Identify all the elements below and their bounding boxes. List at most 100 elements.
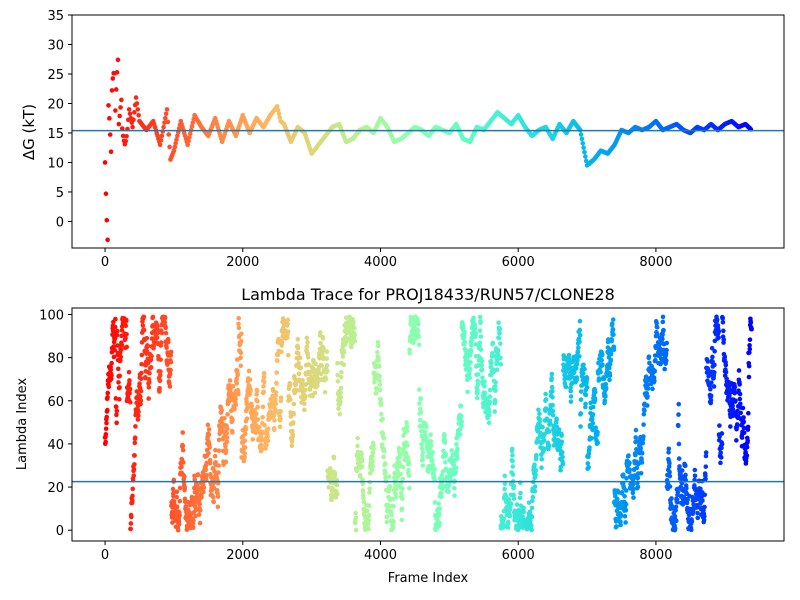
lambda-point	[673, 518, 679, 524]
lambda-point	[578, 389, 584, 394]
lambda-point	[639, 460, 645, 465]
lambda-point	[717, 423, 722, 428]
lambda-point	[610, 327, 616, 332]
lambda-point	[338, 385, 344, 391]
lambda-point	[326, 485, 332, 490]
lambda-point	[304, 344, 310, 349]
delta-g-point	[163, 115, 168, 121]
lambda-point	[577, 332, 583, 338]
lambda-point	[390, 525, 396, 530]
lambda-point	[336, 406, 341, 411]
delta-g-point	[578, 132, 584, 137]
lambda-point	[528, 518, 533, 523]
lambda-point	[630, 490, 636, 496]
lambda-point	[475, 388, 480, 393]
lambda-point	[517, 495, 523, 501]
lambda-point	[646, 354, 652, 359]
lambda-point	[119, 328, 125, 333]
lambda-point	[138, 394, 143, 399]
lambda-point	[575, 349, 581, 354]
lambda-point	[238, 363, 244, 369]
lambda-point	[139, 361, 144, 367]
lambda-point	[505, 519, 511, 525]
lambda-point	[709, 345, 715, 351]
lambda-point	[568, 388, 573, 394]
delta-g-point	[106, 103, 111, 108]
lambda-point	[235, 391, 241, 397]
lambda-point	[631, 486, 636, 492]
lambda-point	[285, 329, 291, 334]
lambda-point	[304, 335, 310, 341]
lambda-point	[404, 424, 410, 430]
lambda-point	[321, 346, 326, 352]
lambda-chart-title: Lambda Trace for PROJ18433/RUN57/CLONE28	[241, 285, 615, 304]
lambda-point	[410, 332, 416, 338]
lambda-point	[313, 361, 318, 367]
lambda-point	[114, 408, 120, 414]
lambda-point	[139, 370, 144, 376]
lambda-point	[114, 420, 119, 426]
lambda-point	[381, 454, 386, 460]
lambda-point	[549, 371, 555, 377]
lambda-point	[377, 382, 383, 387]
delta-g-point	[117, 113, 122, 119]
lambda-point	[578, 424, 583, 429]
lambda-point	[645, 386, 651, 391]
lambda-point	[216, 470, 221, 475]
lambda-point	[375, 339, 381, 345]
lambda-point	[233, 402, 239, 408]
lambda-point	[273, 390, 279, 395]
lambda-point	[538, 430, 544, 436]
lambda-point	[212, 453, 218, 459]
lambda-point	[370, 463, 376, 469]
lambda-point	[174, 489, 180, 495]
lambda-point	[521, 505, 526, 511]
lambda-point	[384, 514, 390, 519]
lambda-point	[430, 450, 435, 455]
lambda-point	[746, 410, 751, 416]
lambda-point	[137, 381, 142, 386]
lambda-point	[497, 326, 503, 332]
lambda-point	[428, 439, 434, 444]
lambda-point	[117, 396, 122, 402]
lambda-point	[193, 507, 199, 513]
lambda-point	[377, 387, 383, 393]
lambda-point	[675, 489, 681, 495]
delta-g-point	[120, 133, 126, 139]
lambda-axes-frame	[71, 307, 785, 542]
lambda-point	[733, 398, 738, 404]
lambda-point	[596, 376, 602, 381]
lambda-point	[423, 424, 429, 430]
lambda-point	[746, 363, 752, 369]
lambda-point	[497, 341, 503, 346]
lambda-point	[664, 358, 669, 363]
lambda-point	[211, 485, 217, 491]
lambda-point	[132, 435, 138, 440]
lambda-point	[574, 375, 580, 380]
lambda-point	[400, 486, 405, 492]
y-tick-label: 40	[47, 438, 64, 453]
lambda-point	[168, 349, 174, 355]
delta-g-point	[114, 70, 120, 75]
lambda-point	[475, 378, 481, 384]
lambda-point	[419, 428, 424, 434]
delta-g-point	[581, 145, 586, 151]
lambda-point	[248, 388, 253, 394]
lambda-point	[515, 527, 521, 533]
lambda-point	[242, 438, 248, 443]
delta-g-point	[107, 116, 112, 121]
lambda-point	[439, 473, 445, 478]
lambda-point	[420, 449, 426, 455]
lambda-point	[674, 499, 680, 505]
delta-g-point	[127, 111, 133, 117]
lambda-point	[119, 333, 124, 339]
lambda-point	[401, 433, 406, 438]
lambda-point	[661, 327, 666, 333]
lambda-point	[539, 456, 545, 462]
x-tick-label: 8000	[639, 548, 672, 563]
lambda-point	[748, 320, 754, 325]
lambda-point	[662, 366, 667, 372]
lambda-point	[207, 445, 212, 450]
lambda-point	[480, 375, 485, 380]
lambda-point	[225, 412, 230, 417]
